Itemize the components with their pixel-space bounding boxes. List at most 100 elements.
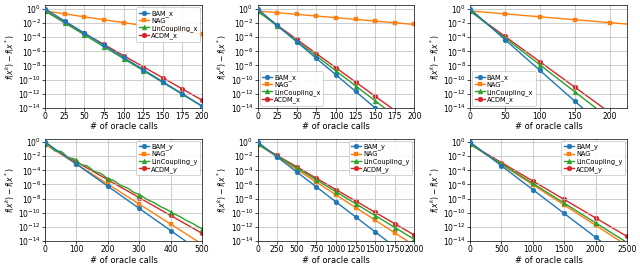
LinCoupling_y <box>512 171 520 174</box>
BAM_y <box>411 260 419 263</box>
LinCoupling_y <box>497 162 504 165</box>
BAM_y <box>497 163 504 166</box>
LinCoupling_y <box>262 148 270 151</box>
Y-axis label: $f(x^k) - f(x^*)$: $f(x^k) - f(x^*)$ <box>428 34 442 80</box>
Line: ACDM_y: ACDM_y <box>468 142 629 239</box>
NAG <box>547 195 555 198</box>
BAM_x <box>253 7 261 10</box>
LinCoupling_y <box>547 193 555 196</box>
NAG <box>466 143 474 146</box>
LinCoupling_y <box>348 200 356 203</box>
BAM_x <box>339 79 346 82</box>
NAG <box>99 18 106 21</box>
NAG <box>253 9 261 13</box>
Y-axis label: $f(x^k) - f(x^*)$: $f(x^k) - f(x^*)$ <box>216 167 229 213</box>
NAG <box>171 225 179 229</box>
ACDM_x <box>185 91 193 94</box>
Line: BAM_y: BAM_y <box>255 140 417 264</box>
ACDM_x <box>564 81 572 84</box>
NAG <box>257 145 265 148</box>
NAG <box>383 226 390 229</box>
NAG <box>41 143 49 146</box>
BAM_y <box>198 251 206 254</box>
ACDM_y <box>481 151 489 154</box>
Legend: BAM_y, NAG, LinCoupling_y, ACDM_y: BAM_y, NAG, LinCoupling_y, ACDM_y <box>349 141 412 175</box>
NAG <box>497 162 504 165</box>
ACDM_x <box>319 57 327 60</box>
LinCoupling_x <box>623 131 631 134</box>
Line: NAG: NAG <box>255 9 417 27</box>
NAG <box>42 9 50 13</box>
ACDM_y <box>497 160 504 163</box>
BAM_x <box>581 109 589 112</box>
NAG <box>255 9 262 13</box>
ACDM_x <box>339 71 346 74</box>
NAG <box>481 152 489 155</box>
LinCoupling_y <box>472 146 480 150</box>
BAM_x <box>55 16 63 19</box>
LinCoupling_x <box>185 96 193 100</box>
BAM_x <box>466 7 474 10</box>
ACDM_y <box>497 161 504 164</box>
LinCoupling_x <box>466 9 474 13</box>
Line: NAG: NAG <box>43 9 204 37</box>
ACDM_x <box>553 72 561 76</box>
LinCoupling_x <box>397 119 405 122</box>
BAM_y <box>481 152 489 155</box>
LinCoupling_x <box>620 128 627 131</box>
LinCoupling_x <box>42 10 50 13</box>
LinCoupling_y <box>81 164 88 167</box>
Legend: BAM_y, NAG, LinCoupling_y, ACDM_y: BAM_y, NAG, LinCoupling_y, ACDM_y <box>561 141 625 175</box>
Line: BAM_x: BAM_x <box>43 6 204 109</box>
BAM_y <box>87 173 95 176</box>
NAG <box>553 17 561 20</box>
LinCoupling_x <box>107 49 115 53</box>
Line: ACDM_x: ACDM_x <box>43 9 204 103</box>
LinCoupling_y <box>257 145 265 148</box>
ACDM_x <box>472 14 480 17</box>
NAG <box>107 19 115 22</box>
LinCoupling_x <box>198 105 206 108</box>
NAG <box>99 179 106 182</box>
LinCoupling_y <box>41 143 49 146</box>
ACDM_y <box>348 197 356 200</box>
ACDM_y <box>547 190 555 193</box>
BAM_y <box>348 213 356 216</box>
BAM_y <box>142 212 150 215</box>
NAG <box>466 9 474 13</box>
NAG <box>472 10 480 13</box>
LinCoupling_x <box>339 74 346 77</box>
Line: LinCoupling_x: LinCoupling_x <box>468 9 629 135</box>
NAG <box>41 9 49 13</box>
NAG <box>512 172 520 176</box>
LinCoupling_y <box>383 221 390 224</box>
Line: LinCoupling_x: LinCoupling_x <box>255 9 417 133</box>
NAG <box>572 18 579 21</box>
Line: LinCoupling_x: LinCoupling_x <box>43 9 204 109</box>
ACDM_x <box>255 10 262 13</box>
Line: BAM_y: BAM_y <box>43 140 204 255</box>
NAG <box>472 146 480 150</box>
Line: ACDM_x: ACDM_x <box>468 9 629 128</box>
NAG <box>185 31 193 34</box>
BAM_x <box>268 19 276 22</box>
BAM_y <box>171 232 179 235</box>
ACDM_y <box>87 168 95 172</box>
LinCoupling_y <box>623 241 631 244</box>
X-axis label: # of oracle calls: # of oracle calls <box>90 122 157 132</box>
ACDM_y <box>312 176 320 180</box>
ACDM_y <box>253 143 261 146</box>
LinCoupling_y <box>268 151 275 154</box>
BAM_y <box>383 239 390 242</box>
ACDM_y <box>268 151 275 154</box>
Line: NAG: NAG <box>468 142 629 248</box>
NAG <box>497 162 504 166</box>
LinCoupling_y <box>312 178 320 181</box>
Line: BAM_y: BAM_y <box>468 140 629 263</box>
ACDM_x <box>397 113 405 117</box>
ACDM_x <box>126 58 134 61</box>
Line: LinCoupling_y: LinCoupling_y <box>255 142 417 242</box>
BAM_x <box>99 43 106 46</box>
BAM_y <box>41 140 49 144</box>
ACDM_y <box>144 201 152 204</box>
